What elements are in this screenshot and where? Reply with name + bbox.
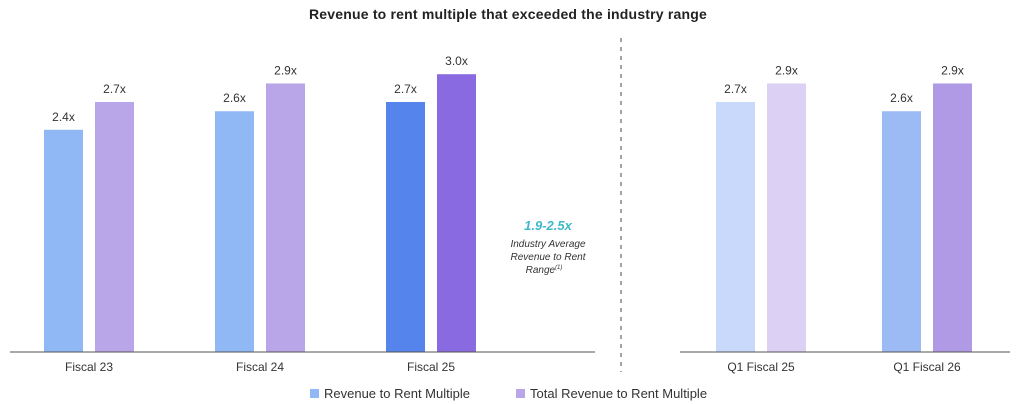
legend-swatch-total-revenue [516,389,525,398]
bar-left-fiscal-23-total-revenue [95,101,134,352]
bar-right-q1-fiscal-25-total-revenue [767,83,806,353]
legend: Revenue to Rent Multiple Total Revenue t… [310,386,707,401]
bar-right-q1-fiscal-25-revenue [716,101,755,352]
bar-value-label: 2.7x [724,82,747,96]
bar-value-label: 2.9x [274,63,297,77]
bar-right-q1-fiscal-26-revenue [882,111,921,353]
bar-left-fiscal-23-revenue [44,129,83,352]
industry-callout: 1.9-2.5x Industry Average Revenue to Ren… [510,218,586,276]
bar-left-fiscal-24-revenue [215,111,254,353]
bar-left-fiscal-24-total-revenue [266,83,305,353]
category-label: Q1 Fiscal 26 [893,360,961,374]
bar-value-label: 2.7x [394,82,417,96]
legend-swatch-revenue [310,389,319,398]
callout-line-2: Revenue to Rent [510,252,586,263]
bar-left-fiscal-25-total-revenue [437,74,476,352]
category-label: Fiscal 24 [236,360,284,374]
bar-value-label: 2.4x [52,110,75,124]
bar-value-label: 2.9x [775,63,798,77]
callout-range: 1.9-2.5x [524,218,572,233]
legend-label-total-revenue: Total Revenue to Rent Multiple [530,386,707,401]
category-label: Fiscal 25 [407,360,455,374]
bar-value-label: 2.9x [941,63,964,77]
bar-value-label: 2.6x [890,91,913,105]
bar-value-label: 3.0x [445,54,468,68]
bar-value-label: 2.6x [223,91,246,105]
legend-label-revenue: Revenue to Rent Multiple [324,386,470,401]
chart-title: Revenue to rent multiple that exceeded t… [308,6,708,22]
bar-right-q1-fiscal-26-total-revenue [933,83,972,353]
category-label: Fiscal 23 [65,360,113,374]
category-label: Q1 Fiscal 25 [727,360,795,374]
bar-value-label: 2.7x [103,82,126,96]
callout-line-3: Range(1) [526,265,563,276]
bar-left-fiscal-25-revenue [386,101,425,352]
callout-line-1: Industry Average [510,239,585,250]
